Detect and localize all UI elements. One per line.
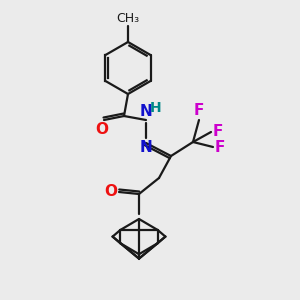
Text: F: F [215,140,225,154]
Text: O: O [104,184,117,199]
Text: H: H [150,101,162,115]
Text: O: O [95,122,109,137]
Text: N: N [140,104,152,119]
Text: F: F [194,103,204,118]
Text: CH₃: CH₃ [116,12,140,25]
Text: N: N [140,140,152,155]
Text: F: F [213,124,224,139]
